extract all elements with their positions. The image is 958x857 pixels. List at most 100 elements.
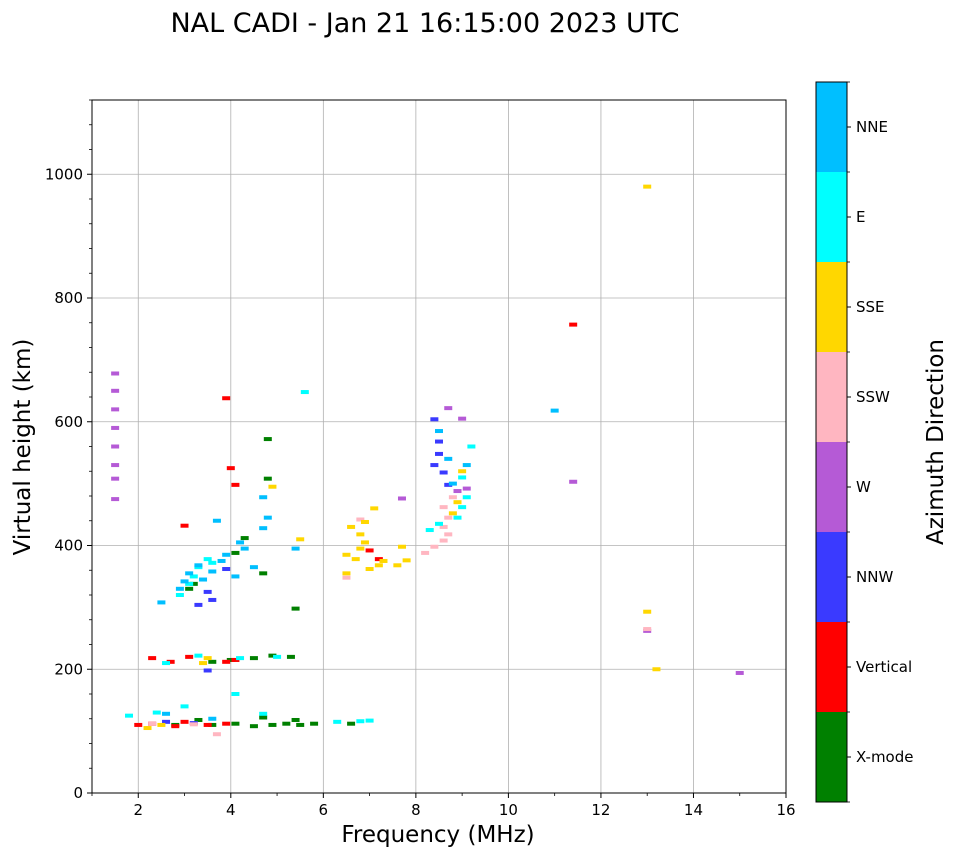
data-point-ssw xyxy=(643,627,652,632)
data-point-x-mode xyxy=(208,722,217,727)
colorbar-segment xyxy=(816,172,847,262)
colorbar-label: X-mode xyxy=(856,748,913,766)
data-point-x-mode xyxy=(185,586,194,591)
x-tick-label: 8 xyxy=(411,801,421,819)
data-point-nne xyxy=(240,546,249,551)
data-point-w xyxy=(397,496,406,501)
data-point-vertical xyxy=(180,523,189,528)
y-axis-ticks: 0 200 400 600 800 1000 xyxy=(45,99,92,802)
data-point-vertical xyxy=(222,659,231,664)
data-point-nnw xyxy=(222,567,231,572)
data-point-vertical xyxy=(185,654,194,659)
colorbar-label: Vertical xyxy=(856,658,912,676)
data-point-vertical xyxy=(180,719,189,724)
data-point-nne xyxy=(435,429,443,434)
data-point-sse xyxy=(365,567,374,572)
data-point-nne xyxy=(263,515,272,520)
data-point-e xyxy=(180,704,189,709)
data-point-sse xyxy=(157,722,166,727)
data-point-x-mode xyxy=(249,724,258,729)
data-point-ssw xyxy=(439,524,448,529)
x-axis-ticks: 2 4 6 8 10 12 14 16 xyxy=(91,793,796,819)
data-point-sse xyxy=(342,571,351,576)
data-point-x-mode xyxy=(296,722,305,727)
colorbar-segment xyxy=(816,442,847,532)
data-point-nne xyxy=(222,552,231,557)
colorbar-label: W xyxy=(856,478,871,496)
data-point-vertical xyxy=(134,722,143,727)
colorbar-segment xyxy=(816,262,847,352)
data-point-sse xyxy=(374,563,383,568)
data-point-x-mode xyxy=(310,721,319,726)
data-point-sse xyxy=(351,557,360,562)
x-tick-label: 2 xyxy=(133,801,143,819)
data-point-vertical xyxy=(231,657,240,662)
colorbar-segment xyxy=(816,82,847,172)
data-point-x-mode xyxy=(268,722,277,727)
data-point-nnw xyxy=(444,482,453,487)
data-point-ssw xyxy=(356,517,365,522)
data-point-e xyxy=(236,656,245,661)
data-point-nne xyxy=(217,558,226,563)
data-point-nnw xyxy=(435,451,443,456)
data-point-sse xyxy=(356,546,365,551)
data-point-nnw xyxy=(203,668,212,673)
data-point-e xyxy=(203,557,212,562)
data-point-sse xyxy=(393,563,402,568)
data-point-e xyxy=(208,560,217,565)
grid xyxy=(92,100,787,794)
data-point-nne xyxy=(231,574,240,579)
data-point-ssw xyxy=(421,550,430,555)
data-point-e xyxy=(425,528,434,533)
data-point-vertical xyxy=(374,557,383,562)
data-point-x-mode xyxy=(208,659,217,664)
data-point-x-mode xyxy=(231,721,240,726)
data-point-x-mode xyxy=(282,721,291,726)
data-point-vertical xyxy=(222,396,231,401)
data-point-nnw xyxy=(430,417,439,422)
colorbar-label: SSE xyxy=(856,298,885,316)
data-point-nne xyxy=(208,569,217,574)
data-point-x-mode xyxy=(189,581,198,586)
data-point-e xyxy=(175,593,184,597)
data-point-x-mode xyxy=(286,654,295,659)
data-point-ssw xyxy=(148,721,157,726)
y-tick-label: 600 xyxy=(54,413,83,431)
data-point-sse xyxy=(643,609,652,614)
data-point-sse xyxy=(370,506,379,511)
data-point-nne xyxy=(249,565,258,570)
data-point-e xyxy=(435,521,443,526)
data-point-vertical xyxy=(222,721,231,726)
x-tick-label: 16 xyxy=(776,801,795,819)
data-point-sse xyxy=(199,661,208,666)
data-point-e xyxy=(365,718,374,723)
data-point-vertical xyxy=(365,548,374,553)
data-point-sse xyxy=(347,524,356,529)
colorbar-label: NNW xyxy=(856,568,893,586)
data-point-sse xyxy=(402,558,411,563)
data-point-e xyxy=(462,495,471,500)
data-point-nne xyxy=(185,571,194,576)
data-point-x-mode xyxy=(259,715,268,720)
data-point-e xyxy=(231,692,240,696)
data-point-x-mode xyxy=(259,571,268,576)
data-point-sse xyxy=(643,184,652,189)
data-point-ssw xyxy=(444,532,453,537)
y-tick-label: 400 xyxy=(54,537,83,555)
data-point-e xyxy=(185,581,194,586)
data-point-ssw xyxy=(448,495,457,500)
data-point-x-mode xyxy=(263,476,272,481)
data-point-sse xyxy=(143,726,152,731)
data-point-sse xyxy=(360,519,369,524)
data-point-x-mode xyxy=(231,550,240,555)
data-point-nne xyxy=(444,456,453,461)
x-tick-label: 14 xyxy=(684,801,703,819)
data-point-nne xyxy=(180,579,189,584)
data-point-w xyxy=(111,425,120,430)
data-point-nne xyxy=(291,546,300,551)
data-point-e xyxy=(189,574,198,579)
colorbar-segment xyxy=(816,622,847,712)
data-point-e xyxy=(125,713,134,718)
data-point-nne xyxy=(157,600,166,605)
data-point-w xyxy=(111,407,120,412)
